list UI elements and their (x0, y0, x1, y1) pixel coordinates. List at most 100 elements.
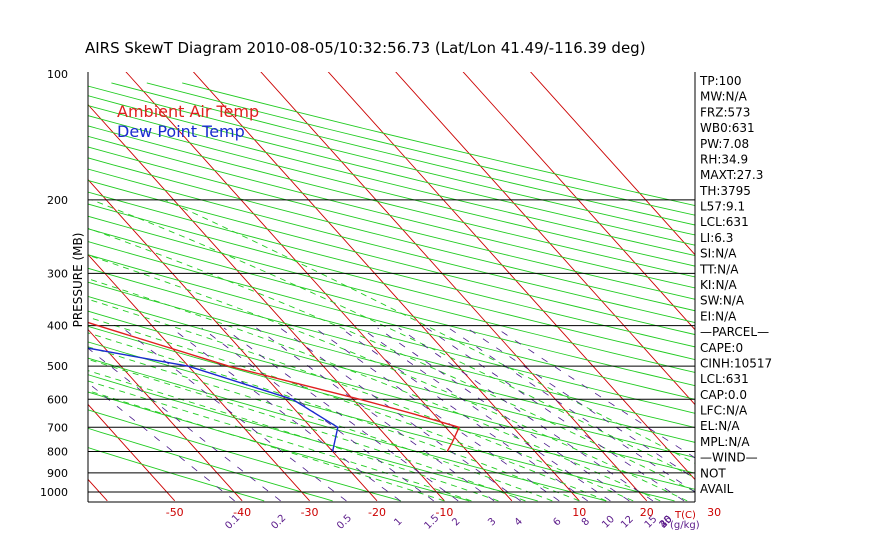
stability-index-label: LI:6.3 (700, 231, 733, 245)
bottom-temperature-tick-label: 30 (707, 506, 721, 519)
mixing-ratio-line (279, 327, 521, 502)
stability-index-label: AVAIL (700, 482, 734, 496)
dry-adiabat-line (88, 325, 695, 490)
ambient-air-temp-line (88, 321, 461, 452)
mixing-ratio-line (88, 347, 281, 502)
moist-adiabat-line (88, 346, 553, 502)
dry-adiabat-line (88, 374, 538, 502)
dry-adiabat-line (88, 228, 695, 387)
stability-index-label: NOT (700, 466, 726, 480)
dry-adiabat-line (88, 105, 695, 257)
stability-index-label: TH:3795 (699, 184, 751, 198)
bottom-temperature-tick-label: -10 (435, 506, 453, 519)
dry-adiabat-line (88, 310, 695, 474)
grid-lines (0, 65, 695, 502)
stability-index-label: SI:N/A (700, 247, 737, 261)
chart-title: AIRS SkewT Diagram 2010-08-05/10:32:56.7… (85, 39, 646, 57)
dry-adiabat-line (88, 157, 695, 312)
isotherm-line (530, 72, 695, 256)
bottom-temperature-tick-label: 20 (640, 506, 654, 519)
bottom-temperature-tick-label: -20 (368, 506, 386, 519)
bottom-temperature-tick-label: -50 (166, 506, 184, 519)
moist-adiabat-line (88, 332, 580, 502)
stability-index-label: TT:N/A (699, 262, 739, 276)
mixing-ratio-tick-label: 0.5 (335, 513, 354, 532)
mixing-ratio-line (495, 327, 695, 459)
mixing-ratio-line (377, 327, 630, 502)
dry-adiabat-line (88, 179, 695, 336)
isotherm-line (88, 178, 378, 502)
stability-index-label: EI:N/A (700, 309, 737, 323)
pressure-tick-label: 800 (47, 445, 68, 458)
stability-index-label: PW:7.08 (700, 137, 749, 151)
stability-index-label: MAXT:27.3 (700, 168, 763, 182)
dry-adiabat-line (146, 82, 695, 216)
x-axis-unit-label: T(C) (674, 510, 696, 521)
legend-dew-point-temp: Dew Point Temp (117, 122, 245, 141)
stability-index-label: LCL:631 (700, 372, 749, 386)
mixing-ratio-line (448, 327, 695, 493)
dry-adiabat-line (88, 254, 695, 414)
mixing-ratio-tick-label: 4 (513, 516, 525, 528)
moist-adiabat-line (88, 278, 661, 502)
stability-index-label: EL:N/A (700, 419, 740, 433)
pressure-tick-labels: 100 200 300 400 500 600 700 800 900 1000 (40, 68, 68, 499)
dry-adiabat-line (88, 295, 695, 459)
mixing-ratio-line (360, 327, 611, 502)
moist-adiabat-line (88, 370, 499, 502)
isotherm-line (462, 72, 695, 331)
mixing-ratio-tick-label: 8 (580, 516, 592, 528)
pressure-tick-label: 100 (47, 68, 68, 81)
isotherm-line (0, 65, 40, 501)
stability-index-label: MPL:N/A (700, 435, 750, 449)
stability-index-label: —PARCEL— (700, 325, 769, 339)
mixing-ratio-tick-label: 12 (619, 514, 636, 531)
stability-index-label: LCL:631 (700, 215, 749, 229)
stability-index-label: KI:N/A (700, 278, 737, 292)
stability-index-label: WB0:631 (700, 121, 755, 135)
dry-adiabat-line (88, 241, 695, 400)
mixing-ratio-line (256, 327, 495, 502)
isotherm-line (88, 403, 176, 502)
mixing-ratio-line (398, 327, 654, 502)
mixing-ratio-tick-label: 3 (486, 516, 498, 528)
dry-adiabat-line (88, 168, 695, 324)
stability-index-label: CAP:0.0 (700, 388, 747, 402)
dry-adiabat-line (88, 357, 607, 502)
dry-adiabat-line (88, 267, 695, 429)
stability-index-label: CAPE:0 (700, 341, 743, 355)
dry-adiabat-line (88, 146, 695, 300)
stability-index-label: MW:N/A (700, 90, 748, 104)
dry-adiabat-line (88, 125, 695, 278)
mixing-ratio-tick-label: 2 (450, 516, 462, 528)
mixing-ratio-line (340, 327, 588, 502)
stability-index-label: FRZ:573 (700, 105, 750, 119)
mixing-ratio-line (122, 327, 347, 502)
isotherm-line (395, 72, 695, 406)
mixing-ratio-unit-label: (g/kg) (670, 520, 700, 531)
bottom-temperature-labels: -50 -40 -30 -20 -10 10 20 30 (166, 506, 721, 519)
dry-adiabat-line (88, 191, 695, 348)
mixing-ratio-tick-label: 6 (551, 516, 563, 528)
isotherm-line (88, 253, 310, 502)
pressure-tick-label: 700 (47, 421, 68, 434)
dry-adiabat-line (88, 447, 265, 502)
stability-index-label: CINH:10517 (700, 357, 772, 371)
mixing-ratio-tick-label: 1 (392, 516, 404, 528)
dry-adiabat-line (88, 85, 695, 236)
dew-point-temp-line (88, 347, 339, 452)
pressure-tick-label: 600 (47, 393, 68, 406)
isotherm-line (327, 72, 695, 481)
moist-adiabat-line (88, 254, 688, 502)
pressure-tick-label: 1000 (40, 486, 68, 499)
series-group (88, 321, 461, 452)
mixing-ratio-line (314, 327, 560, 502)
moist-adiabat-line (88, 298, 634, 502)
mixing-ratio-tick-label: 0.2 (269, 513, 288, 532)
pressure-tick-label: 300 (47, 267, 68, 280)
isotherm-line (88, 328, 243, 502)
mixing-ratio-line (223, 327, 459, 502)
bottom-temperature-tick-label: -30 (301, 506, 319, 519)
